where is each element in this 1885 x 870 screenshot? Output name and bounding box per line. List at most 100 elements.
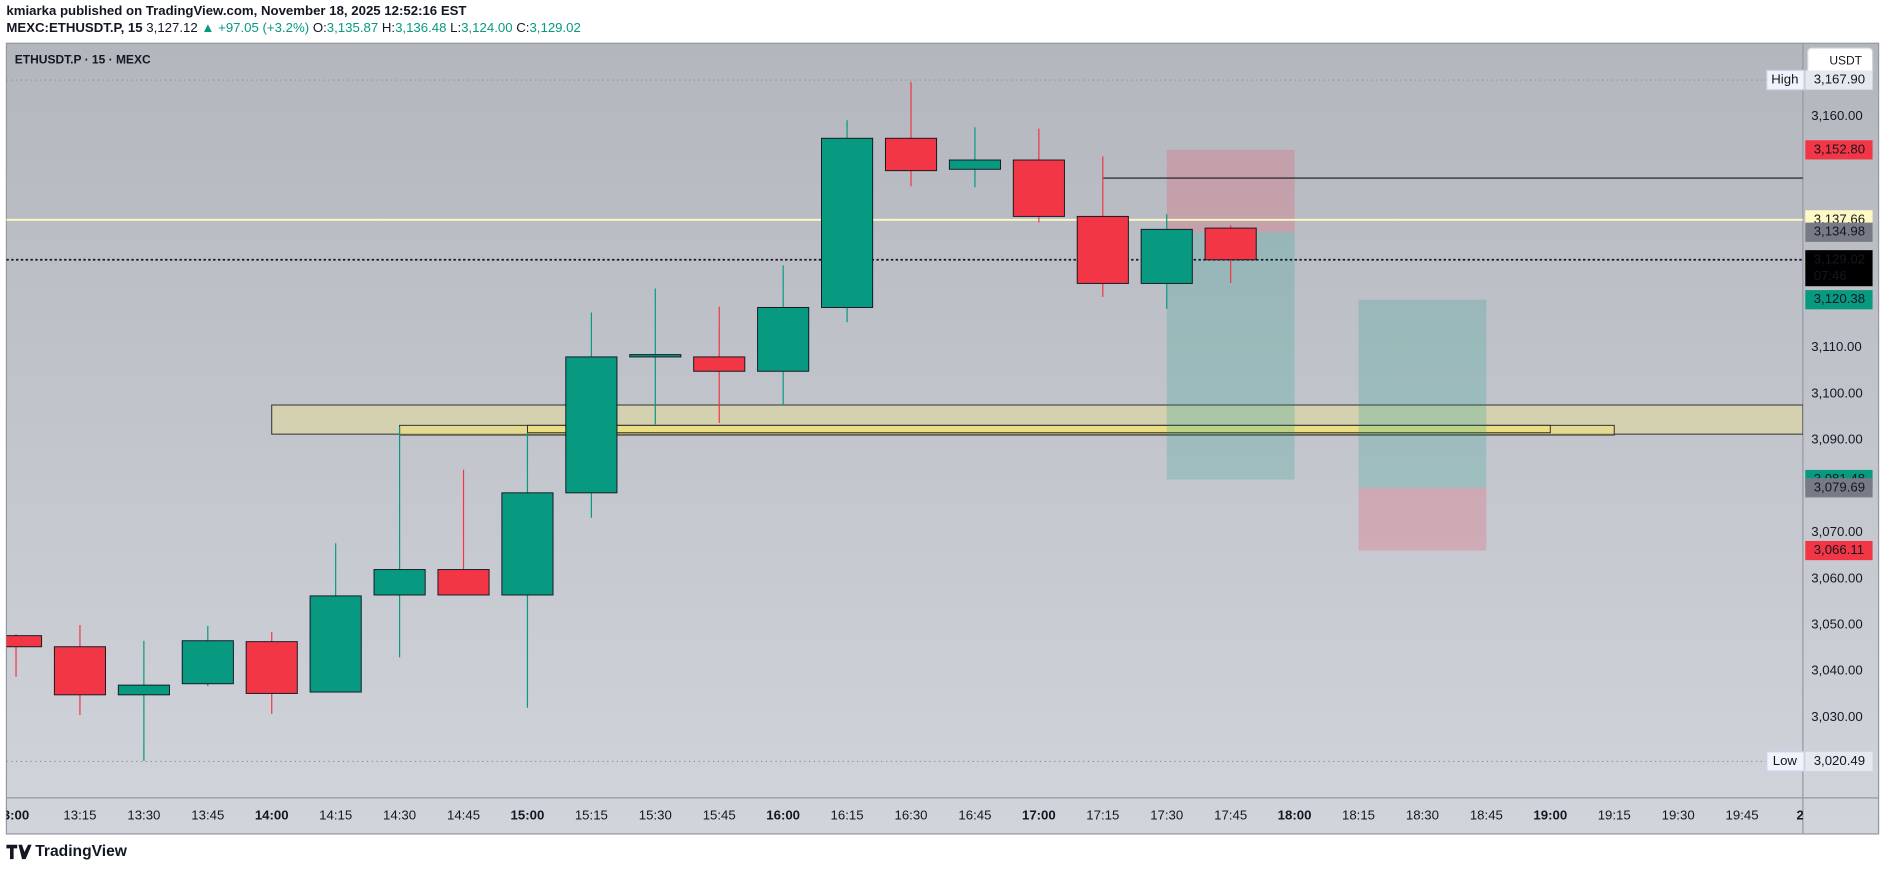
x-tick-label: 15:30 xyxy=(639,807,672,822)
x-tick-label: 14:30 xyxy=(383,807,416,822)
price-label-box xyxy=(1805,70,1873,90)
ohlc-value: 3,129.02 xyxy=(529,20,580,35)
publisher-text: kmiarka published on TradingView.com, No… xyxy=(6,4,466,19)
x-tick-label: 19:15 xyxy=(1598,807,1631,822)
tag-box xyxy=(1766,69,1805,91)
candle-body xyxy=(1076,215,1129,284)
x-tick-label: 17:00 xyxy=(1022,807,1056,822)
x-tick-label: 14:00 xyxy=(255,807,289,822)
y-tick-label: 3,030.00 xyxy=(1811,709,1862,724)
candle-body xyxy=(693,356,746,372)
x-tick-label: 19:30 xyxy=(1662,807,1695,822)
x-tick-label: 3:00 xyxy=(3,807,29,822)
x-tick-label: 15:00 xyxy=(511,807,545,822)
candle-body xyxy=(501,492,554,596)
price-label: 3,079.69 xyxy=(1814,479,1865,494)
candle-body xyxy=(373,569,426,596)
candle-body xyxy=(117,684,170,696)
price-label-box xyxy=(1805,290,1873,310)
price-label: 3,152.80 xyxy=(1814,141,1865,156)
x-tick-label: 18:30 xyxy=(1406,807,1439,822)
candle-body xyxy=(884,137,938,172)
ohlc-key: L: xyxy=(450,20,461,35)
x-tick-label: 20: xyxy=(1796,807,1815,822)
symbol-line: MEXC:ETHUSDT.P, 15 3,127.12 ▲ +97.05 (+3… xyxy=(6,20,580,35)
x-tick-label: 15:45 xyxy=(703,807,736,822)
x-tick-label: 18:45 xyxy=(1470,807,1503,822)
price-label-box xyxy=(1805,140,1873,160)
candle-body xyxy=(948,159,1001,170)
currency[interactable]: USDT xyxy=(1829,53,1862,67)
candle-body xyxy=(309,595,362,693)
plot xyxy=(6,79,1803,763)
price-label: 3,066.11 xyxy=(1814,542,1864,557)
y-axis: 3,160.00 3,110.00 3,100.00 3,090.00 3,070.00… xyxy=(1766,69,1873,772)
countdown: 07:46 xyxy=(1814,268,1847,283)
position-target xyxy=(1358,299,1487,488)
logo xyxy=(6,844,32,860)
price-label-box xyxy=(1805,478,1873,498)
x-tick-label: 15:15 xyxy=(575,807,608,822)
chart-area xyxy=(5,42,1880,835)
ohlc-key: C: xyxy=(516,20,529,35)
y-tick-label: 3,070.00 xyxy=(1811,524,1862,539)
price-label-box xyxy=(1805,751,1873,772)
price-label: 3,134.98 xyxy=(1814,224,1865,239)
last-price: 3,127.12 xyxy=(146,20,197,35)
x-tick-label: 13:15 xyxy=(63,807,96,822)
ohlc-value: 3,124.00 xyxy=(461,20,512,35)
x-tick-label: 17:30 xyxy=(1150,807,1183,822)
price-label-box xyxy=(1805,222,1873,242)
candle-body xyxy=(1012,159,1065,217)
y-tick-label: 3,110.00 xyxy=(1811,339,1861,354)
publisher: kmiarka published on TradingView.com, No… xyxy=(6,4,466,19)
ohlc-key: H: xyxy=(382,20,395,35)
candle-body xyxy=(53,646,107,696)
price-label: 3,120.38 xyxy=(1814,291,1865,306)
legend: ETHUSDT.P · 15 · MEXC xyxy=(15,52,151,66)
tag: Low xyxy=(1773,753,1798,768)
y-tick-label: 3,100.00 xyxy=(1811,385,1862,400)
x-tick-label: 19:00 xyxy=(1533,807,1567,822)
x-axis: 3:00 13:15 13:30 13:45 14:00 14:15 14:30 14:45 1… xyxy=(3,807,1815,822)
candle-body xyxy=(629,354,682,358)
x-tick-label: 16:15 xyxy=(831,807,864,822)
ohlc-value: 3,136.48 xyxy=(395,20,446,35)
footer-brand: TradingView xyxy=(35,843,128,860)
y-tick-label: 3,060.00 xyxy=(1811,570,1862,585)
price-label: 3,129.02 xyxy=(1814,251,1865,266)
x-tick-label: 19:45 xyxy=(1726,807,1759,822)
y-tick-label: 3,090.00 xyxy=(1811,432,1862,447)
tag-box xyxy=(1766,751,1805,772)
candle-body xyxy=(181,640,234,685)
candle-body xyxy=(821,137,874,308)
x-tick-label: 13:45 xyxy=(191,807,224,822)
price-label-box xyxy=(1805,540,1873,561)
ohlc-value: 3,135.87 xyxy=(327,20,378,35)
x-tick-label: 18:00 xyxy=(1278,807,1312,822)
candle-body xyxy=(437,569,490,596)
x-tick-label: 18:15 xyxy=(1342,807,1375,822)
candle-body xyxy=(245,641,298,694)
price-label: 3,137.66 xyxy=(1814,211,1865,226)
position-stop xyxy=(1358,487,1487,551)
symbol: MEXC:ETHUSDT.P, 15 xyxy=(6,20,142,35)
candle-body xyxy=(6,635,43,648)
candle-body xyxy=(1204,227,1257,261)
x-tick-label: 16:45 xyxy=(958,807,991,822)
x-tick-label: 14:15 xyxy=(319,807,352,822)
position-stop xyxy=(1166,149,1295,233)
candle-body xyxy=(565,356,618,494)
x-tick-label: 17:15 xyxy=(1086,807,1119,822)
price-label: 3,020.49 xyxy=(1814,753,1865,768)
ohlc-key: O: xyxy=(313,20,327,35)
y-tick-label: 3,160.00 xyxy=(1811,108,1862,123)
y-tick-label: 3,050.00 xyxy=(1811,617,1862,632)
x-tick-label: 16:30 xyxy=(894,807,927,822)
change: ▲ +97.05 (+3.2%) xyxy=(201,20,309,35)
y-tick-label: 3,040.00 xyxy=(1811,663,1862,678)
x-tick-label: 14:45 xyxy=(447,807,480,822)
x-tick-label: 16:00 xyxy=(766,807,800,822)
